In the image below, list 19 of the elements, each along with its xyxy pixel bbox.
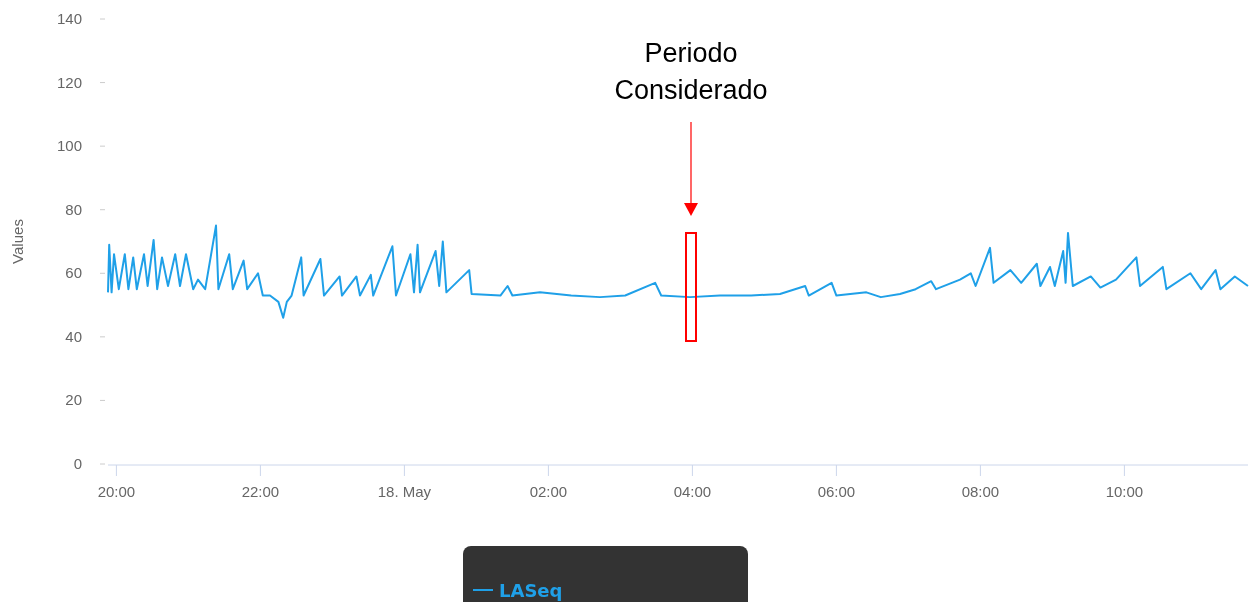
legend-label: LASeq xyxy=(499,580,563,601)
y-tick-label: 40 xyxy=(65,327,82,345)
x-tick-label: 08:00 xyxy=(961,483,1000,500)
annotation: Periodo Considerado xyxy=(614,38,768,105)
x-tick-label: 22:00 xyxy=(241,483,280,500)
x-tick-label: 06:00 xyxy=(817,483,856,500)
y-tick-label: 0 xyxy=(73,455,82,472)
x-tick-label: 20:00 xyxy=(97,483,136,500)
y-tick-label: 80 xyxy=(65,200,82,218)
y-axis-title: Values xyxy=(9,219,26,264)
y-tick-label: 60 xyxy=(65,264,82,282)
y-tick-label: 100 xyxy=(56,137,82,155)
y-tick-label: 140 xyxy=(56,10,82,27)
x-tick-label: 02:00 xyxy=(529,483,568,500)
x-tick-label: 04:00 xyxy=(673,483,712,500)
y-tick-label: 120 xyxy=(56,73,82,91)
x-tick-label: 18. May xyxy=(377,483,432,500)
y-tick-label: 20 xyxy=(65,391,82,409)
x-tick-label: 10:00 xyxy=(1105,483,1144,500)
